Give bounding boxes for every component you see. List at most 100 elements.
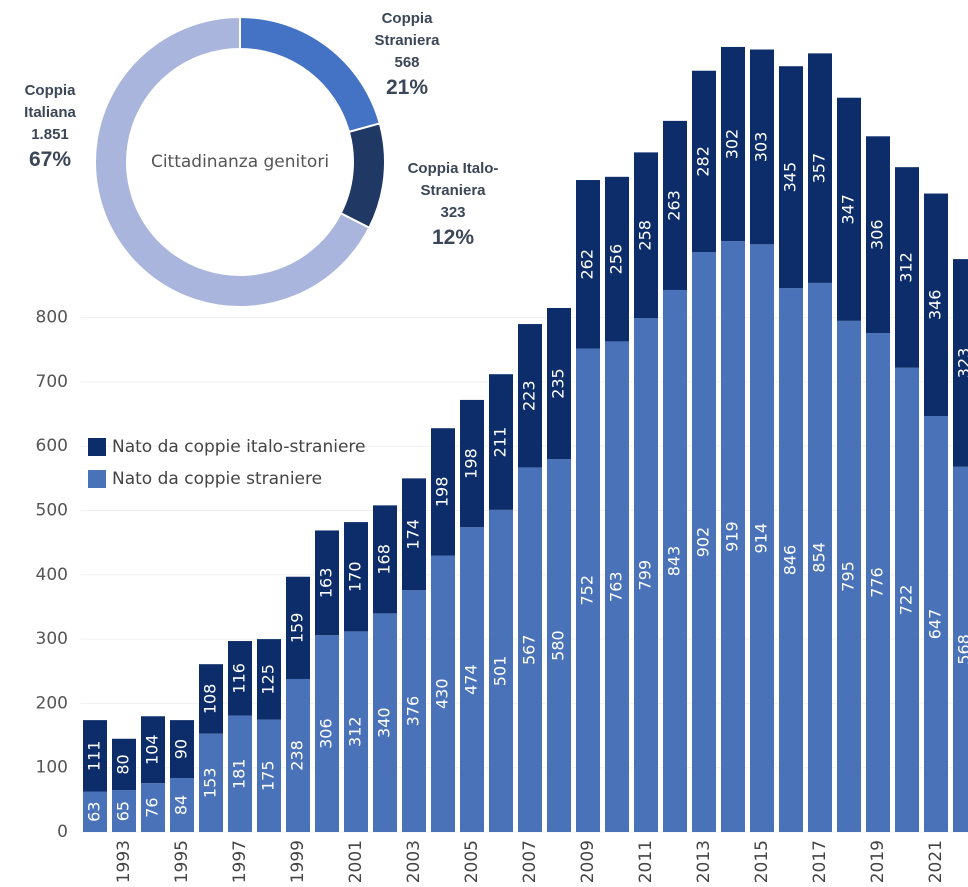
bar-value-label: 108 bbox=[201, 684, 220, 715]
bar-value-label: 919 bbox=[723, 521, 742, 552]
x-tick-label: 2001 bbox=[346, 840, 366, 883]
bar-segment bbox=[518, 324, 542, 468]
x-tick-label: 2003 bbox=[404, 840, 424, 883]
bar-value-label: 306 bbox=[868, 219, 887, 250]
bar-segment bbox=[721, 46, 745, 242]
donut-label-value: 323 bbox=[440, 204, 466, 221]
bar-segment bbox=[170, 720, 194, 778]
bar-value-label: 238 bbox=[288, 740, 307, 771]
bar-value-label: 346 bbox=[926, 289, 945, 320]
bar-segment bbox=[663, 289, 687, 832]
donut-label-value: 568 bbox=[394, 54, 420, 71]
bar-segment bbox=[228, 715, 252, 832]
bar-segment bbox=[808, 282, 832, 832]
bar-segment bbox=[547, 307, 571, 460]
x-tick-label: 2019 bbox=[868, 840, 888, 883]
bar-value-label: 198 bbox=[433, 477, 452, 508]
bar-segment bbox=[605, 341, 629, 832]
bar-segment bbox=[866, 136, 890, 334]
bar-segment bbox=[489, 374, 513, 510]
bar-value-label: 175 bbox=[259, 760, 278, 791]
bar-segment bbox=[315, 530, 339, 636]
bar-segment bbox=[257, 719, 281, 832]
bar-segment bbox=[605, 176, 629, 342]
x-tick-label: 2017 bbox=[810, 840, 830, 883]
bar-value-label: 235 bbox=[549, 368, 568, 399]
bar-value-label: 752 bbox=[578, 575, 597, 606]
bar-value-label: 263 bbox=[665, 190, 684, 221]
bar-segment bbox=[721, 241, 745, 833]
bar-segment bbox=[83, 791, 107, 832]
bar-segment bbox=[431, 555, 455, 832]
legend-label: Nato da coppie italo-straniere bbox=[112, 437, 365, 457]
y-tick-label: 100 bbox=[36, 758, 68, 778]
y-tick-label: 0 bbox=[57, 822, 68, 842]
bar-segment bbox=[808, 53, 832, 283]
bar-segment bbox=[112, 738, 136, 791]
bar-value-label: 795 bbox=[839, 561, 858, 592]
donut-label-value: 1.851 bbox=[31, 126, 69, 143]
bar-segment bbox=[895, 367, 919, 832]
bar-value-label: 430 bbox=[433, 678, 452, 709]
y-tick-label: 700 bbox=[36, 372, 68, 392]
bar-segment bbox=[170, 777, 194, 832]
y-tick-label: 500 bbox=[36, 501, 68, 521]
bar-segment bbox=[112, 790, 136, 832]
bar-value-label: 567 bbox=[520, 634, 539, 665]
bar-segment bbox=[692, 252, 716, 832]
bar-segment bbox=[779, 288, 803, 833]
bar-value-label: 223 bbox=[520, 380, 539, 411]
bar-segment bbox=[750, 244, 774, 833]
bar-value-label: 65 bbox=[114, 801, 133, 821]
y-tick-label: 300 bbox=[36, 629, 68, 649]
bar-segment bbox=[576, 348, 600, 832]
bar-segment bbox=[228, 641, 252, 716]
bar-segment bbox=[431, 428, 455, 556]
bar-value-label: 474 bbox=[462, 664, 481, 695]
bar-segment bbox=[286, 576, 310, 679]
bar-value-label: 174 bbox=[404, 519, 423, 550]
y-tick-label: 400 bbox=[36, 565, 68, 585]
bar-segment bbox=[547, 459, 571, 832]
legend-swatch bbox=[88, 470, 106, 488]
bar-value-label: 376 bbox=[404, 696, 423, 727]
donut-label-name: Coppia Straniera bbox=[374, 10, 440, 49]
donut-slice bbox=[94, 15, 371, 308]
donut-label-percent: 12% bbox=[431, 226, 475, 249]
bar-value-label: 153 bbox=[201, 768, 220, 799]
x-tick-label: 1999 bbox=[288, 840, 308, 883]
bar-value-label: 111 bbox=[85, 741, 104, 772]
bar-value-label: 647 bbox=[926, 609, 945, 640]
x-tick-label: 2013 bbox=[694, 840, 714, 883]
donut-label: Coppia Italiana 1.851 67% bbox=[0, 80, 125, 174]
bar-value-label: 125 bbox=[259, 664, 278, 695]
bar-value-label: 854 bbox=[810, 542, 829, 573]
bar-segment bbox=[460, 527, 484, 832]
x-tick-label: 2005 bbox=[462, 840, 482, 883]
y-tick-label: 800 bbox=[36, 308, 68, 328]
bar-segment bbox=[953, 259, 968, 467]
bar-value-label: 776 bbox=[868, 567, 887, 598]
bar-value-label: 104 bbox=[143, 734, 162, 765]
bar-value-label: 116 bbox=[230, 663, 249, 694]
bar-segment bbox=[663, 120, 687, 290]
bar-value-label: 211 bbox=[491, 427, 510, 458]
bar-segment bbox=[576, 180, 600, 349]
legend-swatch bbox=[88, 438, 106, 456]
bar-value-label: 198 bbox=[462, 448, 481, 479]
bar-value-label: 84 bbox=[172, 795, 191, 815]
donut-label: Coppia Italo-Straniera 323 12% bbox=[378, 158, 528, 252]
bar-segment bbox=[373, 613, 397, 832]
bar-segment bbox=[344, 631, 368, 832]
bar-segment bbox=[924, 193, 948, 416]
bar-value-label: 312 bbox=[897, 252, 916, 283]
bar-value-label: 340 bbox=[375, 707, 394, 738]
bar-value-label: 323 bbox=[955, 348, 968, 379]
bar-segment bbox=[286, 678, 310, 832]
bar-segment bbox=[953, 466, 968, 832]
bar-value-label: 262 bbox=[578, 249, 597, 280]
bar-value-label: 345 bbox=[781, 162, 800, 193]
bar-segment bbox=[692, 70, 716, 253]
bar-value-label: 347 bbox=[839, 194, 858, 225]
